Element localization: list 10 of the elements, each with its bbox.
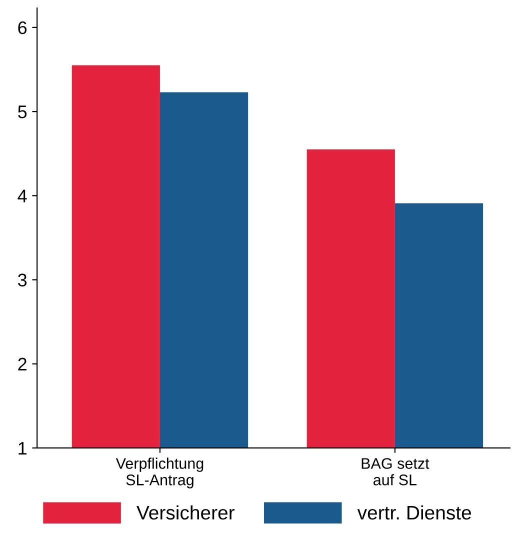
legend-label: Versicherer xyxy=(136,505,234,520)
x-tick-label: Verpflichtung SL-Antrag xyxy=(116,458,204,488)
y-tick-label: 5 xyxy=(18,106,27,118)
y-tick-label: 6 xyxy=(18,21,27,34)
y-tick-label: 4 xyxy=(18,190,27,202)
y-tick-label: 1 xyxy=(18,442,26,454)
y-tick-label: 3 xyxy=(18,274,27,286)
legend-label: vertr. Dienste xyxy=(357,505,472,520)
x-tick-label: BAG setzt auf SL xyxy=(362,458,430,486)
y-tick-label: 2 xyxy=(18,358,26,370)
